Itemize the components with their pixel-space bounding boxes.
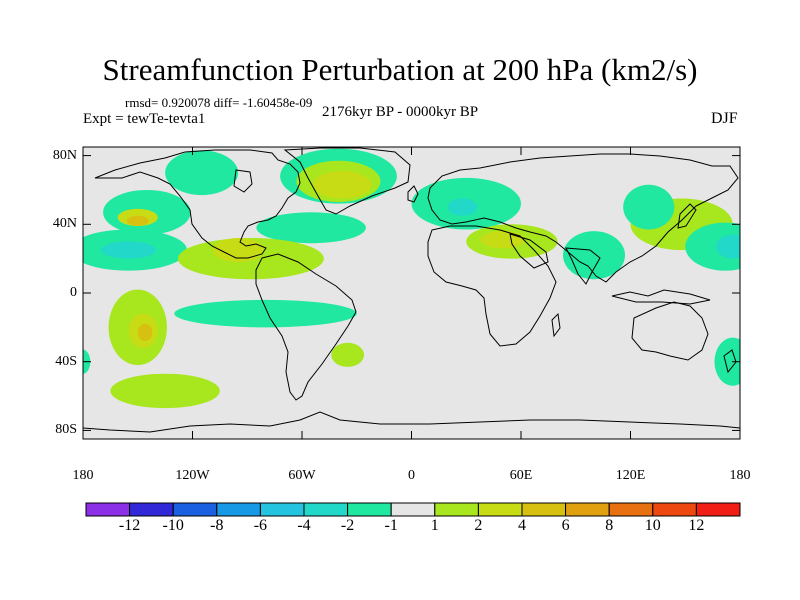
y-tick-label: 40S: [55, 353, 77, 369]
coastline-greenland: [283, 147, 411, 215]
contour-region-24: [174, 299, 357, 328]
colorbar-swatch: [565, 502, 610, 517]
colorbar-swatch: [129, 502, 174, 517]
period-label: 2176kyr BP - 0000kyr BP: [322, 104, 479, 120]
colorbar-label: -2: [340, 517, 355, 534]
y-tick-label: 80S: [55, 422, 77, 438]
x-tick-label: 120W: [175, 468, 210, 483]
coastline-antarctica: [83, 411, 740, 433]
colorbar: [85, 502, 741, 517]
x-tick-label: 60E: [509, 468, 533, 483]
coastline-madagascar: [551, 312, 561, 338]
page-title: Streamfunction Perturbation at 200 hPa (…: [102, 52, 698, 87]
contour-region-25: [331, 342, 365, 367]
coastline-arabia: [509, 233, 549, 269]
coastline-japan: [677, 203, 697, 229]
contour-region-3: [165, 150, 239, 196]
contour-region-5: [101, 241, 156, 259]
contour-region-9: [256, 212, 366, 244]
colorbar-label: -6: [253, 517, 268, 534]
y-tick-label: 80N: [52, 147, 77, 163]
coastline-africa: [427, 225, 557, 347]
axis-ticks: [82, 147, 741, 439]
colorbar-swatch: [434, 502, 479, 517]
colorbar-label: 1: [430, 517, 439, 534]
contour-region-23: [137, 323, 153, 342]
rmsd-stats: rmsd= 0.920078 diff= -1.60458e-09: [125, 95, 313, 110]
coastline-india: [565, 247, 601, 285]
season-label: DJF: [711, 110, 738, 127]
x-tick-label: 180: [729, 468, 751, 483]
contour-region-20: [716, 234, 740, 259]
contour-region-11: [212, 238, 264, 263]
colorbar-swatch: [477, 502, 523, 517]
colorbar-label: -8: [210, 517, 224, 534]
colorbar-swatch: [216, 502, 261, 517]
colorbar-swatch: [347, 502, 392, 517]
y-tick-label: 40N: [52, 216, 77, 232]
colorbar-swatch: [652, 502, 697, 517]
contour-region-2: [126, 215, 149, 227]
colorbar-swatch: [303, 502, 349, 517]
contour-region-15: [480, 231, 525, 249]
coastline-australia: [631, 301, 709, 361]
colorbar-swatch: [259, 502, 305, 517]
x-tick-label: 120E: [615, 468, 646, 483]
colorbar-label: 12: [688, 517, 705, 534]
contour-region-18: [623, 184, 675, 230]
colorbar-label: -1: [384, 517, 398, 534]
colorbar-swatch: [608, 502, 654, 517]
contour-region-27: [714, 337, 740, 386]
colorbar-swatch: [390, 502, 436, 517]
y-tick-label: 0: [70, 285, 77, 300]
x-tick-label: 60W: [288, 468, 316, 483]
x-tick-label: 180: [72, 468, 94, 483]
contour-region-13: [448, 198, 478, 216]
colorbar-swatch: [172, 502, 218, 517]
colorbar-label: 10: [644, 517, 661, 534]
coastline-indonesia: [611, 289, 711, 305]
x-tick-label: 0: [408, 468, 415, 483]
coastline-hudson-bay: [233, 169, 253, 193]
colorbar-label: -12: [118, 517, 141, 534]
colorbar-label: -4: [297, 517, 311, 534]
colorbar-label: 6: [561, 517, 570, 534]
colorbar-swatch: [85, 502, 131, 517]
colorbar-swatch: [521, 502, 567, 517]
contour-region-8: [312, 171, 372, 199]
contour-fill-layer: [83, 148, 740, 409]
colorbar-label: -10: [162, 517, 184, 534]
contour-region-19: [685, 222, 740, 271]
coastline-north-america: [94, 149, 301, 259]
coastline-south-america: [255, 253, 357, 401]
coastline-britain: [407, 185, 419, 203]
experiment-label: Expt = tewTe-tevta1: [83, 111, 206, 127]
contour-region-16: [562, 231, 626, 280]
colorbar-label: 2: [474, 517, 483, 534]
colorbar-label: 4: [518, 517, 526, 534]
contour-region-26: [110, 373, 220, 409]
colorbar-label: 8: [605, 517, 614, 534]
colorbar-swatch: [695, 502, 741, 517]
coastline-eurasia: [427, 153, 739, 283]
